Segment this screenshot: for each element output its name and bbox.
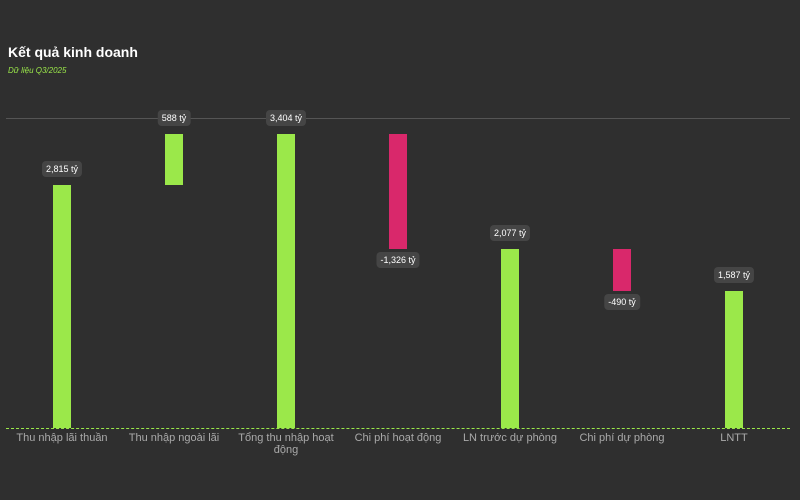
x-tick-label: Chi phí hoạt động [354, 432, 442, 444]
x-tick-label: LN trước dự phòng [462, 432, 558, 444]
bar [277, 134, 295, 428]
bar [501, 248, 519, 428]
bar [389, 134, 407, 249]
value-label: 2,077 tỷ [489, 224, 531, 241]
x-tick-label: Tổng thu nhập hoạt động [238, 432, 334, 456]
bar [725, 290, 743, 428]
baseline [6, 428, 790, 429]
value-label: -490 tỷ [604, 293, 640, 310]
x-tick-label: Thu nhập ngoài lãi [128, 432, 220, 444]
value-label: 588 tỷ [157, 110, 191, 127]
bar [613, 248, 631, 291]
value-label: -1,326 tỷ [376, 251, 420, 268]
bar [53, 184, 71, 428]
chart-title: Kết quả kinh doanh [8, 44, 138, 60]
x-tick-label: LNTT [720, 432, 748, 444]
value-label: 1,587 tỷ [713, 266, 755, 283]
x-tick-label: Chi phí dự phòng [579, 432, 665, 444]
value-label: 2,815 tỷ [41, 160, 83, 177]
bar [165, 134, 183, 185]
chart-subtitle: Dữ liệu Q3/2025 [8, 66, 67, 75]
x-tick-label: Thu nhập lãi thuần [16, 432, 108, 444]
top-line [6, 118, 790, 119]
value-label: 3,404 tỷ [265, 110, 307, 127]
